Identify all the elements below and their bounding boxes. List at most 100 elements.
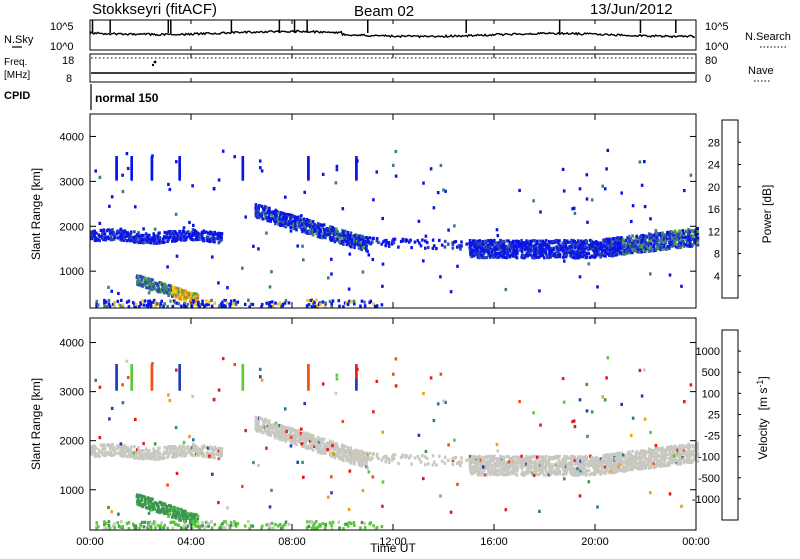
power-cell xyxy=(585,239,589,243)
power-cell xyxy=(614,240,617,245)
velocity-cell xyxy=(289,433,292,437)
power-cell xyxy=(130,163,133,167)
velocity-cell xyxy=(260,424,264,428)
velocity-cell xyxy=(340,446,344,450)
power-cell xyxy=(520,248,524,252)
velocity-cell xyxy=(169,508,172,513)
power-cell xyxy=(138,305,141,309)
power-cell xyxy=(555,250,558,254)
power-cell xyxy=(605,245,608,249)
velocity-cell xyxy=(580,467,583,471)
velocity-cell xyxy=(609,464,613,468)
velocity-cell xyxy=(652,463,656,467)
power-cell xyxy=(675,242,679,246)
power-cell xyxy=(311,302,315,306)
power-cell xyxy=(107,237,110,241)
power-cell xyxy=(96,303,100,307)
power-cell xyxy=(292,223,296,227)
velocity-cell xyxy=(570,461,574,465)
power-cell xyxy=(663,247,666,251)
velocity-cell xyxy=(526,463,530,467)
power-cell xyxy=(586,220,589,224)
power-cell xyxy=(222,298,226,302)
power-cell xyxy=(181,231,184,235)
velocity-cell xyxy=(328,521,332,525)
velocity-cell xyxy=(339,457,343,461)
velocity-cell xyxy=(581,467,584,471)
power-cell xyxy=(687,238,690,242)
noise-panel: N.Sky 10^5 10^0 10^5 10^0 N.Search xyxy=(4,19,791,53)
velocity-cell xyxy=(545,460,548,465)
velocity-colorbar-tick-label: -25 xyxy=(704,431,720,443)
power-cell xyxy=(277,222,280,226)
velocity-cell xyxy=(663,456,666,460)
velocity-cell xyxy=(269,526,273,530)
power-cell xyxy=(225,300,229,305)
power-cell xyxy=(504,287,508,292)
velocity-cell xyxy=(173,455,177,459)
velocity-cell xyxy=(328,447,331,451)
power-cell xyxy=(141,275,145,279)
power-cell xyxy=(313,304,316,308)
power-cell xyxy=(94,236,98,240)
power-cell xyxy=(382,240,385,244)
power-cell xyxy=(130,170,133,174)
velocity-cell xyxy=(190,512,193,516)
velocity-cell xyxy=(190,449,193,453)
power-cell xyxy=(623,250,626,254)
power-cell xyxy=(174,288,177,292)
power-cell xyxy=(611,243,614,247)
velocity-cell xyxy=(631,416,635,420)
power-cell xyxy=(498,253,502,257)
power-cell xyxy=(158,241,161,245)
velocity-cell xyxy=(557,469,560,473)
velocity-cell xyxy=(361,450,365,455)
power-cell xyxy=(158,290,162,294)
velocity-cell xyxy=(307,373,310,377)
velocity-cell xyxy=(149,497,153,501)
power-cell xyxy=(192,223,195,227)
velocity-cell xyxy=(438,454,441,458)
velocity-cell xyxy=(504,463,507,467)
velocity-cell xyxy=(149,524,153,528)
velocity-cell xyxy=(511,467,515,471)
velocity-cell xyxy=(263,420,266,424)
velocity-cell xyxy=(621,467,625,471)
power-cell xyxy=(670,242,674,246)
velocity-cell xyxy=(680,504,683,508)
power-cell xyxy=(95,231,98,235)
power-cell xyxy=(506,251,510,255)
velocity-cell xyxy=(649,491,652,495)
power-cell xyxy=(644,247,648,251)
power-cell xyxy=(559,248,563,252)
power-cell xyxy=(320,236,324,240)
power-cell xyxy=(596,285,599,289)
power-cell xyxy=(201,232,204,236)
velocity-cell xyxy=(357,452,361,457)
velocity-cell xyxy=(115,371,118,376)
power-cell xyxy=(120,236,124,240)
velocity-cell xyxy=(147,524,150,528)
velocity-cell xyxy=(349,449,353,453)
power-cell xyxy=(130,173,133,178)
velocity-cell xyxy=(343,451,347,455)
power-cell xyxy=(200,236,204,240)
power-cell xyxy=(555,245,558,249)
velocity-cell xyxy=(193,512,196,516)
velocity-cell xyxy=(216,452,219,456)
velocity-cell xyxy=(331,447,335,451)
velocity-cell xyxy=(676,448,679,452)
velocity-cell xyxy=(346,455,350,459)
power-cell xyxy=(637,240,640,244)
power-cell xyxy=(539,210,542,214)
velocity-cell xyxy=(552,455,556,459)
velocity-cell xyxy=(616,468,619,472)
power-cell xyxy=(478,256,481,260)
power-cell xyxy=(516,252,519,256)
velocity-cell xyxy=(321,440,324,444)
time-xlabel: Time UT xyxy=(370,541,416,554)
velocity-cell xyxy=(268,419,271,423)
power-cell xyxy=(618,246,622,250)
velocity-cell xyxy=(356,367,359,371)
velocity-cell xyxy=(265,523,268,527)
